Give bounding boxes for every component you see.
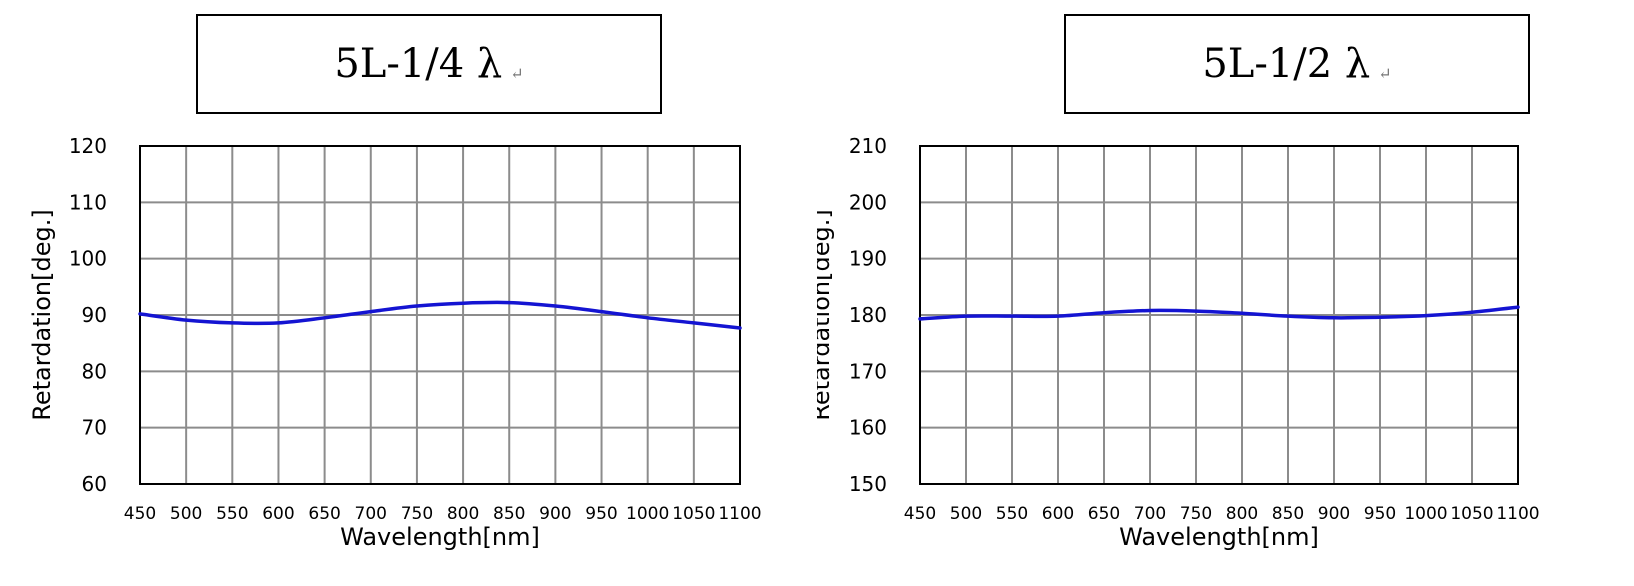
x-axis-label: Wavelength[nm] — [340, 523, 540, 551]
y-tick-label: 150 — [849, 472, 887, 496]
x-tick-label: 1050 — [1450, 504, 1493, 524]
y-tick-label: 190 — [849, 247, 887, 271]
x-tick-label: 450 — [904, 504, 936, 524]
chart-title-box: 5L-1/2 λ ↵ — [1064, 14, 1530, 114]
x-tick-label: 800 — [1226, 504, 1258, 524]
x-tick-label: 1050 — [672, 504, 715, 524]
chart-panel-right: 5L-1/2 λ ↵ 150 160 170 180 190 200 210 450 500 55… — [817, 0, 1634, 586]
y-tick-label: 60 — [82, 472, 107, 496]
y-tick-label: 210 — [849, 134, 887, 158]
chart-title: 5L-1/2 λ — [1202, 41, 1371, 87]
y-tick-label: 170 — [849, 359, 887, 383]
x-tick-label: 550 — [996, 504, 1028, 524]
y-tick-label: 120 — [69, 134, 107, 158]
x-tick-label: 800 — [447, 504, 479, 524]
y-tick-label: 180 — [849, 303, 887, 327]
y-tick-label: 110 — [69, 190, 107, 214]
x-tick-label: 900 — [1318, 504, 1350, 524]
line-chart-half-wave: 150 160 170 180 190 200 210 450 500 550 600 650 700 7… — [817, 134, 1540, 551]
x-tick-label: 1100 — [1496, 504, 1539, 524]
x-tick-label: 550 — [216, 504, 248, 524]
y-tick-label: 90 — [82, 303, 107, 327]
x-tick-label: 750 — [401, 504, 433, 524]
x-tick-label: 750 — [1180, 504, 1212, 524]
x-tick-label: 950 — [585, 504, 617, 524]
x-tick-label: 850 — [493, 504, 525, 524]
chart-panel-left: 5L-1/4 λ ↵ 60 70 80 90 100 110 120 450 500 550 600… — [28, 14, 762, 551]
x-tick-label: 600 — [1042, 504, 1074, 524]
x-tick-label: 450 — [124, 504, 156, 524]
y-tick-label: 160 — [849, 416, 887, 440]
x-tick-label: 950 — [1364, 504, 1396, 524]
x-tick-label: 500 — [170, 504, 202, 524]
x-tick-label: 650 — [1088, 504, 1120, 524]
series-line — [918, 305, 1520, 321]
return-mark: ↵ — [1378, 63, 1392, 83]
x-tick-label: 500 — [950, 504, 982, 524]
series-line — [138, 300, 742, 330]
chart-title-box: 5L-1/4 λ ↵ — [196, 14, 662, 114]
x-tick-label: 850 — [1272, 504, 1304, 524]
x-tick-label: 650 — [308, 504, 340, 524]
y-tick-label: 70 — [82, 416, 107, 440]
x-tick-label: 700 — [355, 504, 387, 524]
x-tick-label: 1000 — [626, 504, 669, 524]
chart-title: 5L-1/4 λ — [334, 41, 503, 87]
x-tick-label: 600 — [262, 504, 294, 524]
x-tick-label: 1000 — [1404, 504, 1447, 524]
x-tick-label: 700 — [1134, 504, 1166, 524]
y-tick-label: 80 — [82, 359, 107, 383]
y-axis-label: Retardation[deg.] — [28, 209, 56, 420]
x-axis-label: Wavelength[nm] — [1119, 523, 1319, 551]
y-tick-label: 200 — [849, 190, 887, 214]
return-mark: ↵ — [510, 63, 524, 83]
x-tick-label: 900 — [539, 504, 571, 524]
y-axis-label: Retardation[deg.] — [817, 209, 835, 420]
x-tick-label: 1100 — [718, 504, 761, 524]
line-chart-quarter-wave: 60 70 80 90 100 110 120 450 500 550 600 650 700 750 80… — [28, 134, 762, 551]
plot-border — [919, 145, 1519, 485]
y-tick-label: 100 — [69, 247, 107, 271]
